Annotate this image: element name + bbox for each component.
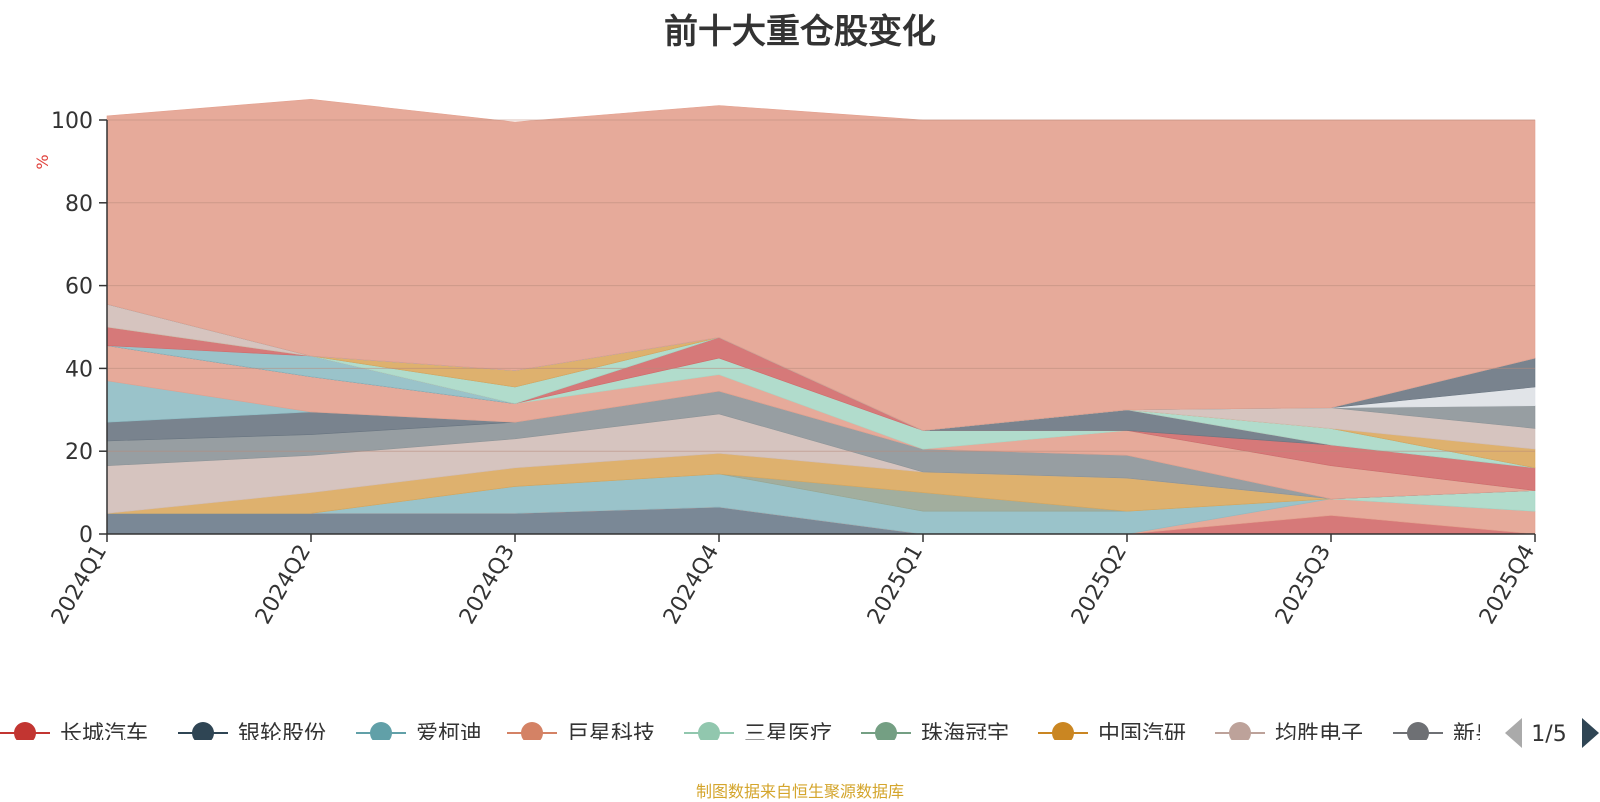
legend-label: 三星医疗 xyxy=(744,722,832,747)
legend-item[interactable]: 爱柯迪 xyxy=(356,722,482,747)
legend-item[interactable]: 均胜电子 xyxy=(1215,722,1363,747)
legend: 长城汽车 银轮股份 爱柯迪 巨星科技 三星医疗 珠海冠宇 中国汽研 均胜电子 新泉股份 xyxy=(0,722,1541,747)
y-axis-label: % xyxy=(33,154,52,169)
y-tick-label: 0 xyxy=(79,523,93,548)
legend-marker-icon xyxy=(192,722,214,740)
x-tick-label: 2025Q4 xyxy=(1475,541,1540,629)
y-tick-label: 100 xyxy=(51,109,93,134)
x-tick-label: 2024Q4 xyxy=(659,541,724,629)
x-tick-label: 2024Q2 xyxy=(251,541,316,629)
x-tick-label: 2025Q2 xyxy=(1067,541,1132,629)
legend-label: 银轮股份 xyxy=(238,722,326,747)
y-tick-label: 40 xyxy=(65,357,93,382)
legend-marker-icon xyxy=(1052,722,1074,740)
legend-item[interactable]: 巨星科技 xyxy=(507,722,655,747)
triangle-left-icon[interactable] xyxy=(1505,718,1522,748)
legend-marker-icon xyxy=(521,722,543,740)
y-tick-label: 80 xyxy=(65,192,93,217)
legend-label: 长城汽车 xyxy=(60,722,148,747)
legend-item[interactable]: 银轮股份 xyxy=(178,722,326,747)
triangle-right-icon[interactable] xyxy=(1582,718,1599,748)
legend-marker-icon xyxy=(370,722,392,740)
legend-marker-icon xyxy=(14,722,36,740)
legend-marker-icon xyxy=(1407,722,1429,740)
legend-item[interactable]: 珠海冠宇 xyxy=(861,722,1009,747)
legend-label: 珠海冠宇 xyxy=(921,722,1009,747)
legend-marker-icon xyxy=(1229,722,1251,740)
chart-title: 前十大重仓股变化 xyxy=(664,12,936,52)
legend-label: 爱柯迪 xyxy=(416,722,482,747)
legend-page-text: 1/5 xyxy=(1531,722,1566,747)
x-tick-label: 2025Q1 xyxy=(863,541,928,629)
legend-marker-icon xyxy=(875,722,897,740)
legend-item[interactable]: 长城汽车 xyxy=(0,722,148,747)
legend-pager: 1/5 xyxy=(1505,718,1599,748)
legend-label: 新泉股份 xyxy=(1453,722,1541,747)
legend-label: 巨星科技 xyxy=(567,722,655,747)
footer-source: 制图数据来自恒生聚源数据库 xyxy=(695,782,904,801)
y-tick-label: 20 xyxy=(65,440,93,465)
x-tick-label: 2024Q3 xyxy=(455,541,520,629)
grid-lines xyxy=(107,119,1535,452)
legend-item[interactable]: 三星医疗 xyxy=(684,722,832,747)
area-layers xyxy=(106,98,1536,535)
x-tick-label: 2025Q3 xyxy=(1271,541,1336,629)
legend-item[interactable]: 中国汽研 xyxy=(1038,722,1186,747)
legend-label: 均胜电子 xyxy=(1275,722,1363,747)
area-series-25 xyxy=(106,98,1536,431)
legend-item[interactable]: 新泉股份 xyxy=(1393,722,1541,747)
legend-marker-icon xyxy=(698,722,720,740)
y-tick-label: 60 xyxy=(65,275,93,300)
x-tick-label: 2024Q1 xyxy=(47,541,112,629)
legend-label: 中国汽研 xyxy=(1098,722,1186,747)
